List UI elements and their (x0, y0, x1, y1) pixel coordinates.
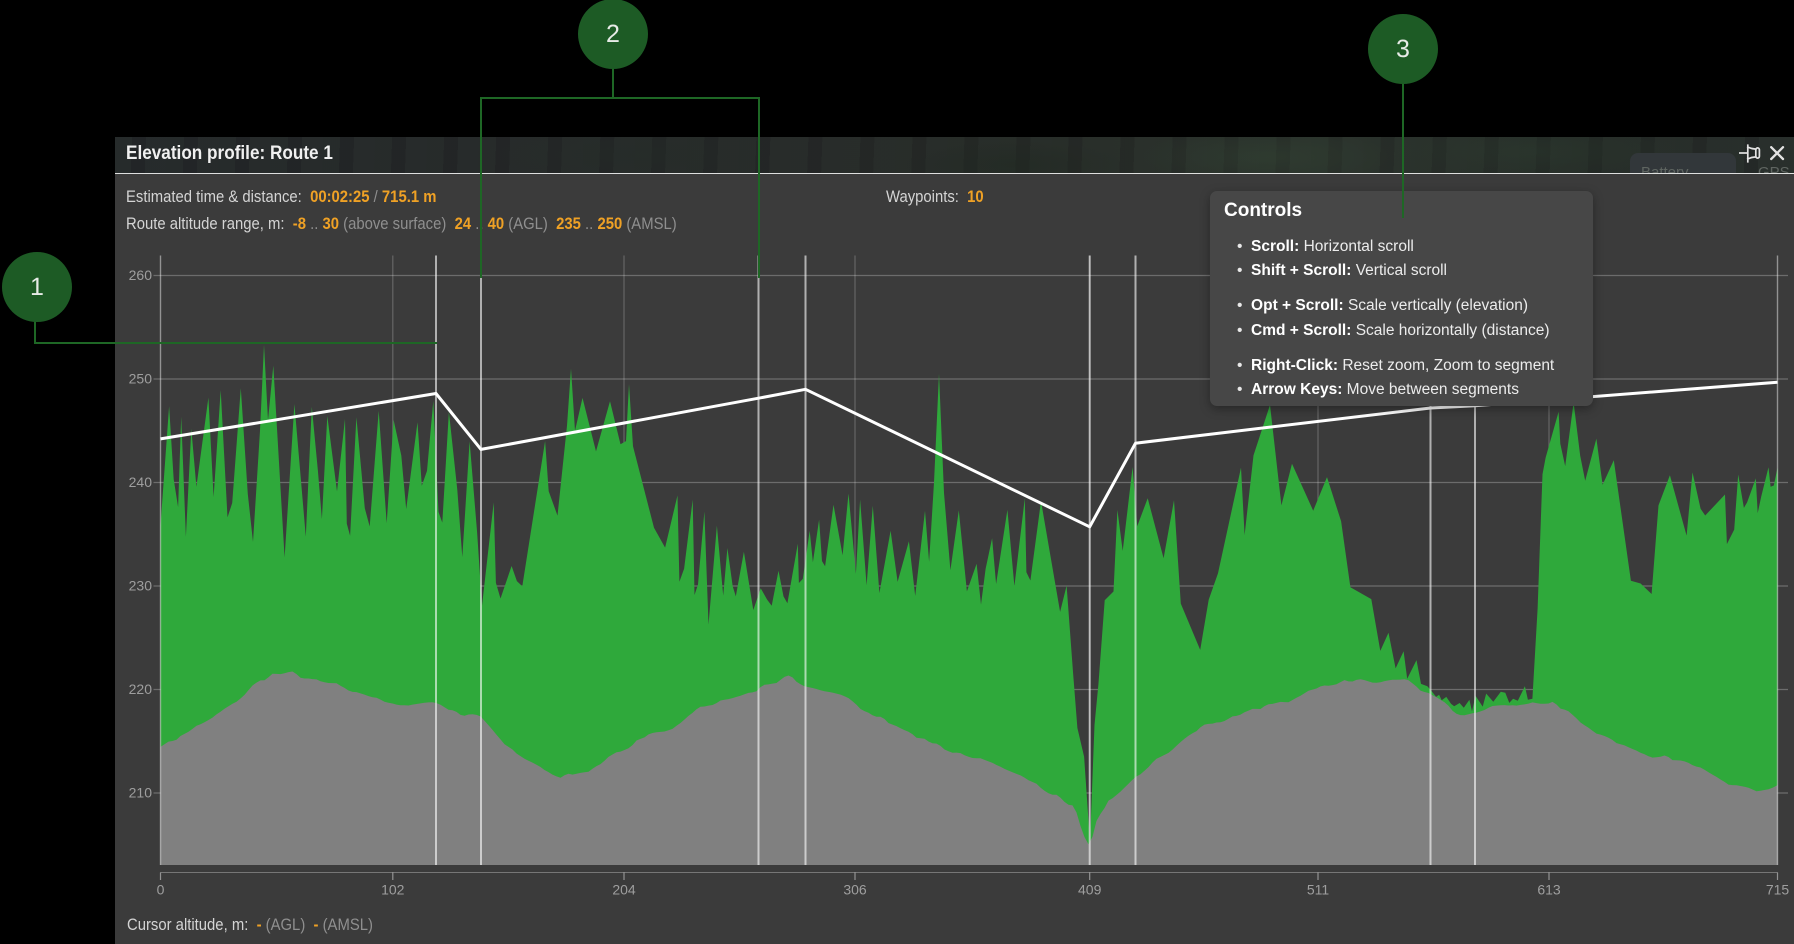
svg-text:230: 230 (129, 578, 153, 594)
svg-text:306: 306 (843, 882, 867, 898)
svg-text:0: 0 (157, 882, 165, 898)
svg-text:715: 715 (1766, 882, 1790, 898)
svg-text:204: 204 (612, 882, 636, 898)
svg-text:220: 220 (129, 681, 153, 697)
svg-text:240: 240 (129, 474, 153, 490)
svg-text:250: 250 (129, 371, 153, 387)
svg-text:102: 102 (381, 882, 405, 898)
svg-text:511: 511 (1307, 882, 1330, 898)
svg-text:409: 409 (1078, 882, 1102, 898)
svg-text:613: 613 (1537, 882, 1561, 898)
svg-text:260: 260 (129, 267, 153, 283)
svg-text:210: 210 (129, 785, 153, 801)
